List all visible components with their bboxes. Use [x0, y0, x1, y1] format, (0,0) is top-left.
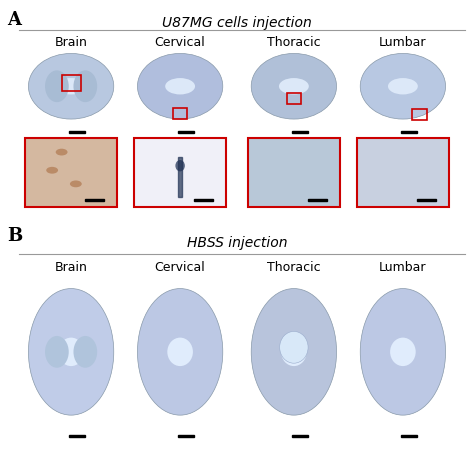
Bar: [178, 435, 194, 437]
Text: HBSS injection: HBSS injection: [187, 236, 287, 250]
Bar: [173, 108, 187, 119]
Text: Thoracic: Thoracic: [267, 261, 321, 274]
Bar: [178, 157, 182, 197]
Bar: [292, 131, 308, 133]
Ellipse shape: [281, 338, 307, 366]
Ellipse shape: [251, 54, 337, 119]
Ellipse shape: [73, 336, 97, 368]
Bar: [287, 93, 301, 104]
Bar: [25, 138, 117, 207]
Bar: [134, 138, 227, 207]
Text: Lumbar: Lumbar: [379, 36, 427, 49]
Ellipse shape: [280, 331, 308, 363]
Bar: [401, 131, 417, 133]
Bar: [69, 435, 85, 437]
Ellipse shape: [46, 167, 58, 173]
Ellipse shape: [58, 338, 84, 366]
Ellipse shape: [175, 160, 185, 171]
Ellipse shape: [73, 70, 97, 102]
Bar: [356, 138, 449, 207]
Text: Lumbar: Lumbar: [379, 261, 427, 274]
Ellipse shape: [70, 180, 82, 187]
Ellipse shape: [279, 78, 309, 94]
Ellipse shape: [390, 338, 416, 366]
Bar: [412, 109, 427, 120]
Ellipse shape: [28, 54, 114, 119]
Ellipse shape: [137, 289, 223, 415]
Text: B: B: [7, 227, 22, 245]
Ellipse shape: [360, 289, 446, 415]
Ellipse shape: [360, 54, 446, 119]
Bar: [308, 199, 327, 201]
Bar: [292, 435, 308, 437]
Ellipse shape: [137, 54, 223, 119]
Bar: [247, 138, 340, 207]
Text: U87MG cells injection: U87MG cells injection: [162, 16, 312, 30]
Ellipse shape: [167, 338, 193, 366]
Ellipse shape: [251, 289, 337, 415]
Ellipse shape: [56, 78, 86, 94]
Bar: [401, 435, 417, 437]
Bar: [178, 131, 194, 133]
Bar: [62, 75, 81, 91]
Ellipse shape: [388, 78, 418, 94]
Text: Brain: Brain: [55, 36, 88, 49]
Ellipse shape: [56, 148, 67, 155]
Bar: [417, 199, 436, 201]
Bar: [194, 199, 213, 201]
Text: Cervical: Cervical: [155, 261, 206, 274]
Ellipse shape: [45, 70, 69, 102]
Ellipse shape: [45, 336, 69, 368]
Text: A: A: [7, 11, 21, 30]
Bar: [69, 131, 85, 133]
Bar: [85, 199, 104, 201]
Text: Cervical: Cervical: [155, 36, 206, 49]
Ellipse shape: [165, 78, 195, 94]
Text: Thoracic: Thoracic: [267, 36, 321, 49]
Ellipse shape: [28, 289, 114, 415]
Text: Brain: Brain: [55, 261, 88, 274]
